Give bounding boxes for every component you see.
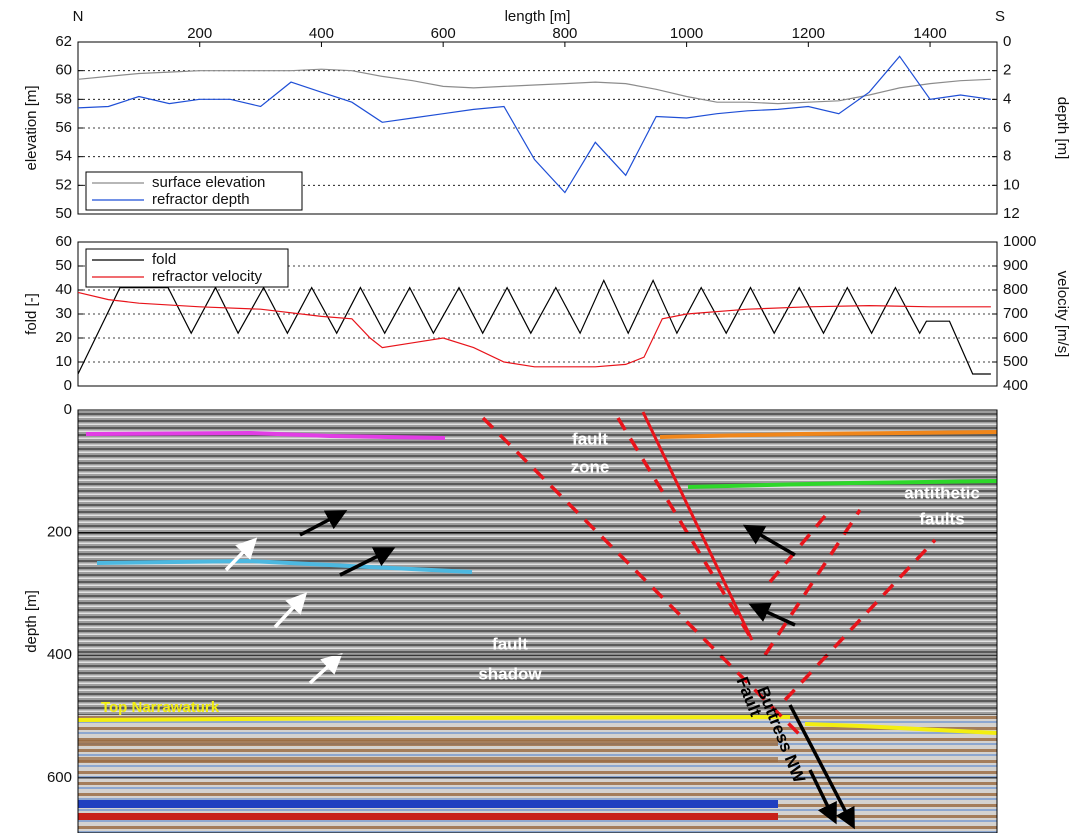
y-tick-label: 10 — [55, 353, 72, 370]
direction-label: N — [73, 8, 84, 25]
y-tick-label: 40 — [55, 281, 72, 298]
y-tick-label: 0 — [64, 377, 72, 394]
y2-tick-label: 0 — [1003, 33, 1011, 50]
y2-tick-label: 6 — [1003, 119, 1011, 136]
x-tick-label: 800 — [552, 25, 577, 42]
legend-label: refractor velocity — [152, 268, 263, 285]
annotation: shadow — [478, 664, 542, 683]
y-tick-label: 52 — [55, 176, 72, 193]
annotation: antithetic — [904, 483, 980, 502]
legend-label: refractor depth — [152, 191, 250, 208]
y2-tick-label: 10 — [1003, 176, 1020, 193]
series-line — [77, 68, 991, 105]
y-tick-label: 58 — [55, 90, 72, 107]
x-tick-label: 1200 — [792, 25, 825, 42]
y2-tick-label: 800 — [1003, 281, 1028, 298]
y-tick-label: 50 — [55, 205, 72, 222]
direction-label: S — [995, 8, 1005, 25]
y2-tick-label: 8 — [1003, 148, 1011, 165]
plot-frame — [77, 41, 998, 215]
x-tick-label: 400 — [309, 25, 334, 42]
series-line — [77, 55, 991, 194]
y-axis-label: depth [m] — [23, 590, 40, 653]
series-line — [77, 278, 991, 375]
y2-tick-label: 2 — [1003, 62, 1011, 79]
x-tick-label: 600 — [431, 25, 456, 42]
y-axis-label: elevation [m] — [23, 85, 40, 170]
y2-tick-label: 600 — [1003, 329, 1028, 346]
y-axis-label: fold [-] — [23, 293, 40, 335]
legend-label: surface elevation — [152, 174, 265, 191]
y-tick-label: 30 — [55, 305, 72, 322]
y-tick-label: 400 — [47, 646, 72, 663]
y-tick-label: 62 — [55, 33, 72, 50]
y2-tick-label: 500 — [1003, 353, 1028, 370]
annotation: Top Narrawaturk — [101, 699, 220, 716]
legend-box — [85, 171, 303, 211]
y2-tick-label: 400 — [1003, 377, 1028, 394]
y2-tick-label: 700 — [1003, 305, 1028, 322]
annotation: faults — [919, 509, 964, 528]
y-tick-label: 50 — [55, 257, 72, 274]
y-tick-label: 60 — [55, 233, 72, 250]
plot-frame — [77, 409, 998, 833]
legend-box — [85, 248, 289, 288]
x-tick-label: 200 — [187, 25, 212, 42]
annotation: fault — [492, 634, 528, 653]
y2-axis-label: velocity [m/s] — [1054, 271, 1071, 358]
y-tick-label: 600 — [47, 769, 72, 786]
plot-frame — [77, 241, 998, 387]
y2-tick-label: 1000 — [1003, 233, 1036, 250]
y-tick-label: 60 — [55, 62, 72, 79]
y-tick-label: 20 — [55, 329, 72, 346]
x-axis-label: length [m] — [505, 8, 571, 25]
y-tick-label: 200 — [47, 524, 72, 541]
y2-tick-label: 900 — [1003, 257, 1028, 274]
x-tick-label: 1000 — [670, 25, 703, 42]
x-tick-label: 1400 — [913, 25, 946, 42]
y-tick-label: 54 — [55, 148, 72, 165]
y2-axis-label: depth [m] — [1054, 97, 1071, 160]
seismic-image — [77, 410, 998, 833]
annotation: fault — [572, 429, 608, 448]
annotation: zone — [571, 457, 610, 476]
legend-label: fold — [152, 251, 176, 268]
y-tick-label: 0 — [64, 401, 72, 418]
y2-tick-label: 12 — [1003, 205, 1020, 222]
y-tick-label: 56 — [55, 119, 72, 136]
y2-tick-label: 4 — [1003, 90, 1011, 107]
series-line — [77, 291, 991, 368]
